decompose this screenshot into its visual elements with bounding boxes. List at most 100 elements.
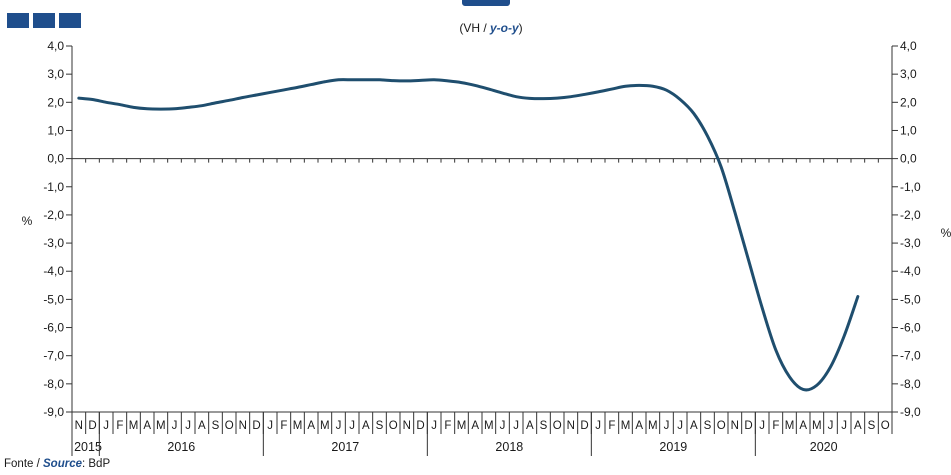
month-label: S — [868, 420, 876, 432]
month-label: A — [362, 420, 370, 432]
month-label: J — [431, 420, 437, 432]
y-tick-label-right: -2,0 — [900, 208, 921, 222]
year-label: 2015 — [74, 440, 102, 454]
source-accent: Source — [43, 458, 82, 470]
month-label: J — [336, 420, 342, 432]
month-label: J — [664, 420, 670, 432]
month-label: N — [567, 420, 575, 432]
year-label: 2017 — [331, 440, 359, 454]
month-label: J — [349, 420, 355, 432]
y-axis-title-left: % — [22, 214, 33, 228]
month-label: O — [389, 420, 398, 432]
y-tick-label-left: 2,0 — [47, 95, 64, 109]
month-label: N — [75, 420, 83, 432]
month-label: F — [772, 420, 779, 432]
month-label: S — [540, 420, 548, 432]
month-label: O — [225, 420, 234, 432]
year-label: 2016 — [167, 440, 195, 454]
month-label: J — [172, 420, 178, 432]
month-label: M — [812, 420, 822, 432]
y-tick-label-left: 1,0 — [47, 123, 64, 137]
month-label: A — [854, 420, 862, 432]
month-label: M — [293, 420, 303, 432]
month-label: F — [280, 420, 287, 432]
subtitle-prefix: (VH / — [459, 21, 490, 35]
month-label: A — [307, 420, 315, 432]
month-label: F — [116, 420, 123, 432]
y-tick-label-right: -4,0 — [900, 264, 921, 278]
month-label: A — [526, 420, 534, 432]
source-prefix: Fonte / — [4, 458, 43, 470]
month-label: D — [744, 420, 752, 432]
year-label: 2019 — [659, 440, 687, 454]
header-blocks — [7, 13, 81, 28]
header-block — [7, 13, 29, 28]
month-label: J — [500, 420, 506, 432]
y-tick-label-left: -6,0 — [43, 321, 64, 335]
y-tick-label-right: -1,0 — [900, 180, 921, 194]
month-label: M — [457, 420, 467, 432]
y-tick-label-left: -3,0 — [43, 236, 64, 250]
y-tick-label-left: -5,0 — [43, 292, 64, 306]
month-label: M — [785, 420, 795, 432]
y-tick-label-right: 1,0 — [900, 123, 917, 137]
month-label: J — [759, 420, 765, 432]
header-block — [59, 13, 81, 28]
y-tick-label-right: 4,0 — [900, 39, 917, 53]
month-label: A — [143, 420, 151, 432]
source-note: Fonte / Source: BdP — [4, 458, 110, 470]
month-label: A — [690, 420, 698, 432]
month-label: M — [156, 420, 166, 432]
line-chart: 4,0 4,0 3,0 3,0 2,0 2,0 1,0 1,0 0,0 0,0 -1,0 -1,0 -2… — [22, 39, 951, 456]
y-tick-label-right: -8,0 — [900, 377, 921, 391]
y-tick-label-left: 4,0 — [47, 39, 64, 53]
year-label: 2020 — [810, 440, 838, 454]
month-label: J — [828, 420, 834, 432]
subtitle-accent: y-o-y — [490, 21, 519, 35]
month-label: O — [553, 420, 562, 432]
y-tick-label-left: -9,0 — [43, 405, 64, 419]
month-label: D — [416, 420, 424, 432]
month-label: M — [648, 420, 658, 432]
subtitle-suffix: ) — [518, 21, 523, 35]
y-tick-label-right: 2,0 — [900, 95, 917, 109]
month-label: F — [608, 420, 615, 432]
y-tick-label-left: 3,0 — [47, 67, 64, 81]
y-tick-label-left: 0,0 — [47, 152, 64, 166]
y-tick-label-left: -4,0 — [43, 264, 64, 278]
month-label: J — [841, 420, 847, 432]
y-tick-label-right: -3,0 — [900, 236, 921, 250]
month-label: M — [129, 420, 139, 432]
month-label: M — [621, 420, 631, 432]
month-label: A — [471, 420, 479, 432]
month-label: J — [513, 420, 519, 432]
year-label: 2018 — [495, 440, 523, 454]
source-suffix: : BdP — [82, 458, 111, 470]
header-block — [33, 13, 55, 28]
y-tick-label-left: -8,0 — [43, 377, 64, 391]
month-label: O — [717, 420, 726, 432]
month-label: S — [376, 420, 384, 432]
y-tick-label-right: 3,0 — [900, 67, 917, 81]
month-label: S — [212, 420, 220, 432]
y-tick-label-right: -5,0 — [900, 292, 921, 306]
series-line — [77, 78, 860, 392]
y-tick-label-right: -7,0 — [900, 349, 921, 363]
month-label: J — [595, 420, 601, 432]
month-label: D — [252, 420, 260, 432]
month-label: D — [88, 420, 96, 432]
month-label: A — [198, 420, 206, 432]
month-label: O — [881, 420, 890, 432]
month-label: A — [799, 420, 807, 432]
month-label: N — [239, 420, 247, 432]
month-label: D — [580, 420, 588, 432]
y-axis-title-right: % — [941, 226, 951, 240]
month-label: J — [677, 420, 683, 432]
month-label: F — [444, 420, 451, 432]
y-tick-label-left: -1,0 — [43, 180, 64, 194]
month-label: S — [704, 420, 712, 432]
y-tick-label-left: -2,0 — [43, 208, 64, 222]
month-label: J — [103, 420, 109, 432]
month-label: A — [635, 420, 643, 432]
month-label: J — [185, 420, 191, 432]
